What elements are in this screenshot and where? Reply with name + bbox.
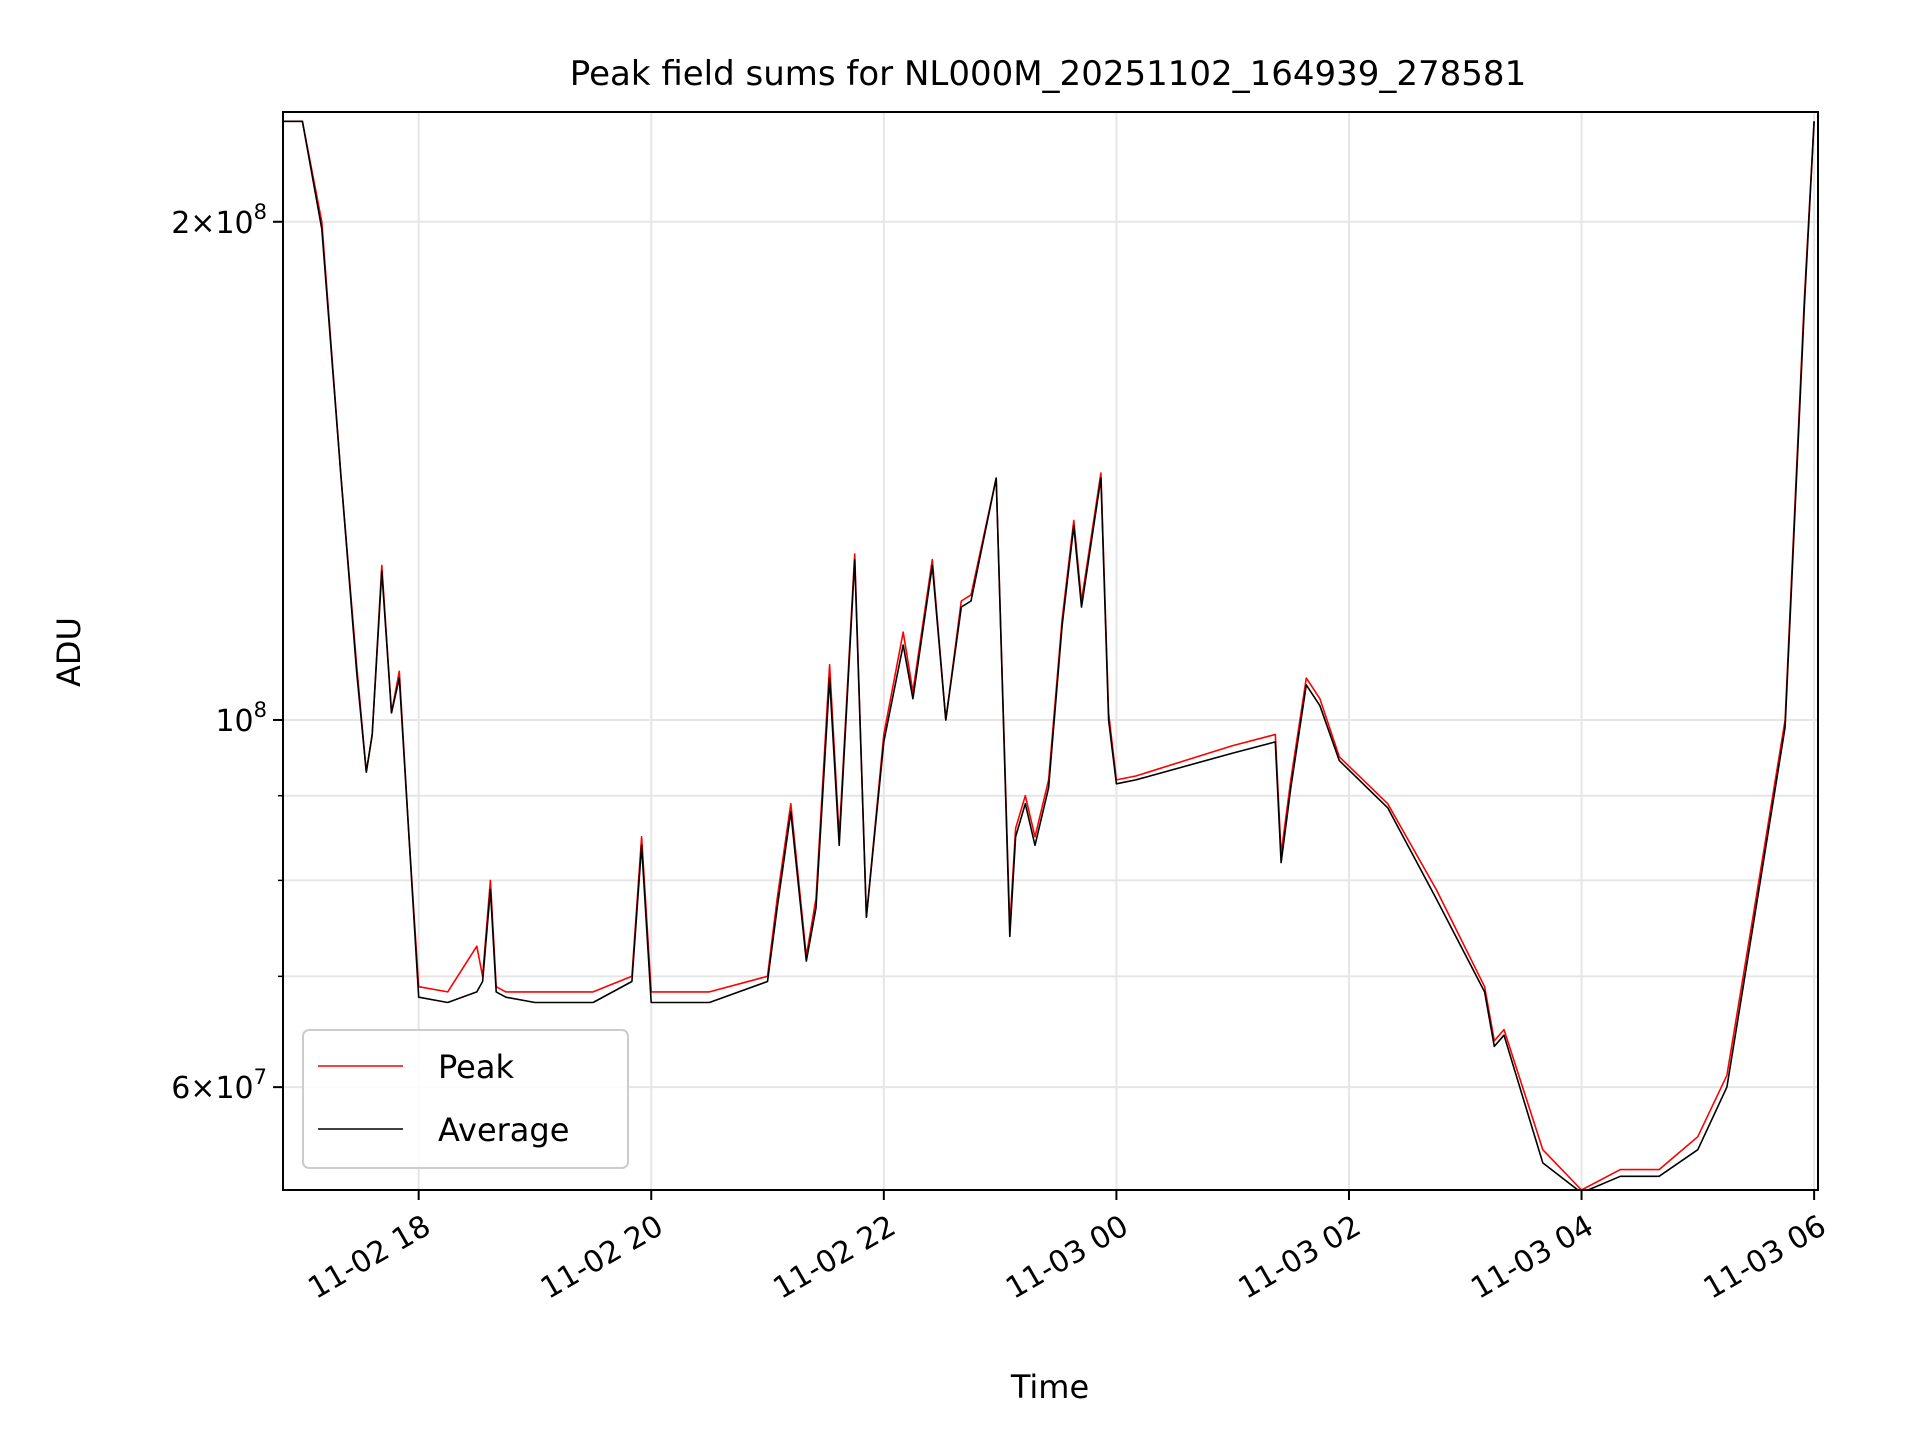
legend-box bbox=[302, 1029, 629, 1169]
plot-area bbox=[283, 120, 1815, 1190]
y-tick-label: 2×108 bbox=[171, 200, 267, 241]
y-tick-label: 6×107 bbox=[171, 1065, 267, 1106]
y-axis-label: ADU bbox=[50, 617, 88, 687]
grid bbox=[283, 112, 1818, 1190]
plot-frame bbox=[282, 111, 1819, 1191]
series-layer bbox=[283, 120, 1815, 1190]
series-line-average bbox=[283, 120, 1815, 1190]
legend-label-average: Average bbox=[438, 1111, 569, 1149]
y-tick-label: 108 bbox=[215, 698, 267, 739]
legend: Peak Average bbox=[302, 1029, 629, 1169]
chart-title: Peak field sums for NL000M_20251102_1649… bbox=[570, 54, 1526, 94]
x-axis-label: Time bbox=[1010, 1368, 1089, 1406]
legend-label-peak: Peak bbox=[438, 1048, 514, 1086]
